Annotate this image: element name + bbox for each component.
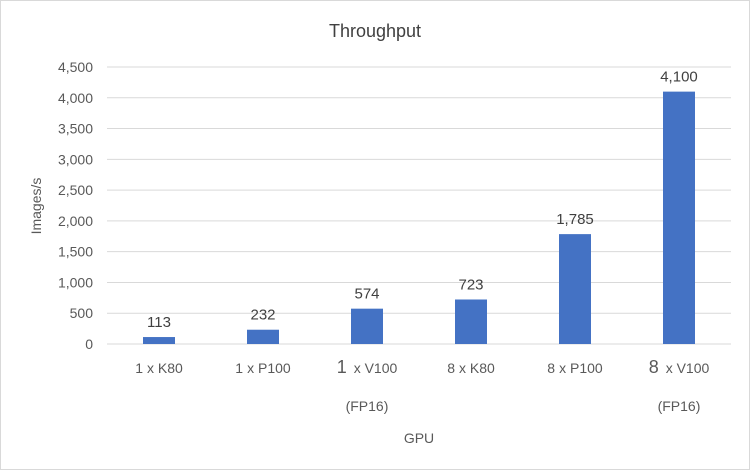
y-tick-label: 2,500	[58, 182, 93, 198]
bar	[247, 329, 279, 344]
x-category-gpu: x K80	[147, 360, 183, 376]
y-tick-label: 500	[70, 305, 94, 321]
gridlines	[107, 66, 731, 345]
bar	[143, 337, 175, 344]
x-category-sublabel: (FP16)	[658, 398, 701, 414]
y-tick-label: 3,500	[58, 121, 93, 137]
bar	[663, 91, 695, 344]
bar	[351, 308, 383, 344]
data-label: 4,100	[660, 69, 698, 86]
bars	[143, 91, 695, 344]
data-label: 113	[147, 314, 171, 331]
x-category-gpu: x K80	[459, 360, 495, 376]
x-category-gpu: x V100	[666, 360, 710, 376]
x-category-label: 1 x V100	[337, 357, 398, 377]
y-tick-label: 4,500	[58, 59, 93, 75]
y-tick-label: 4,000	[58, 90, 93, 106]
x-axis-title: GPU	[404, 430, 434, 446]
x-category-count: 8	[649, 357, 659, 377]
y-axis-title: Images/s	[28, 178, 44, 235]
x-category-gpu: x V100	[354, 360, 398, 376]
y-tick-label: 0	[85, 336, 93, 352]
x-category-label: 8 x V100	[649, 357, 710, 377]
x-category-count: 8	[547, 360, 555, 376]
y-tick-label: 2,000	[58, 213, 93, 229]
data-label: 232	[250, 307, 275, 324]
data-label: 723	[458, 276, 483, 293]
y-tick-label: 3,000	[58, 151, 93, 167]
x-category-count: 8	[447, 360, 455, 376]
chart-title: Throughput	[329, 21, 421, 41]
x-category-sublabel: (FP16)	[346, 398, 389, 414]
y-axis-ticks: 0 500 1,000 1,500 2,000 2,500 3,000 3,500 4,000 4…	[58, 59, 93, 352]
x-category-count: 1	[235, 360, 243, 376]
x-category-count: 1	[337, 357, 347, 377]
data-labels: 113 232 574 723 1,785 4,100	[147, 69, 698, 331]
x-category-gpu: x P100	[559, 360, 603, 376]
bar	[559, 234, 591, 344]
y-tick-label: 1,500	[58, 244, 93, 260]
data-label: 574	[354, 286, 379, 303]
x-category-gpu: x P100	[247, 360, 291, 376]
bar	[455, 299, 487, 344]
y-tick-label: 1,000	[58, 274, 93, 290]
x-category-count: 1	[135, 360, 143, 376]
data-label: 1,785	[556, 211, 594, 228]
